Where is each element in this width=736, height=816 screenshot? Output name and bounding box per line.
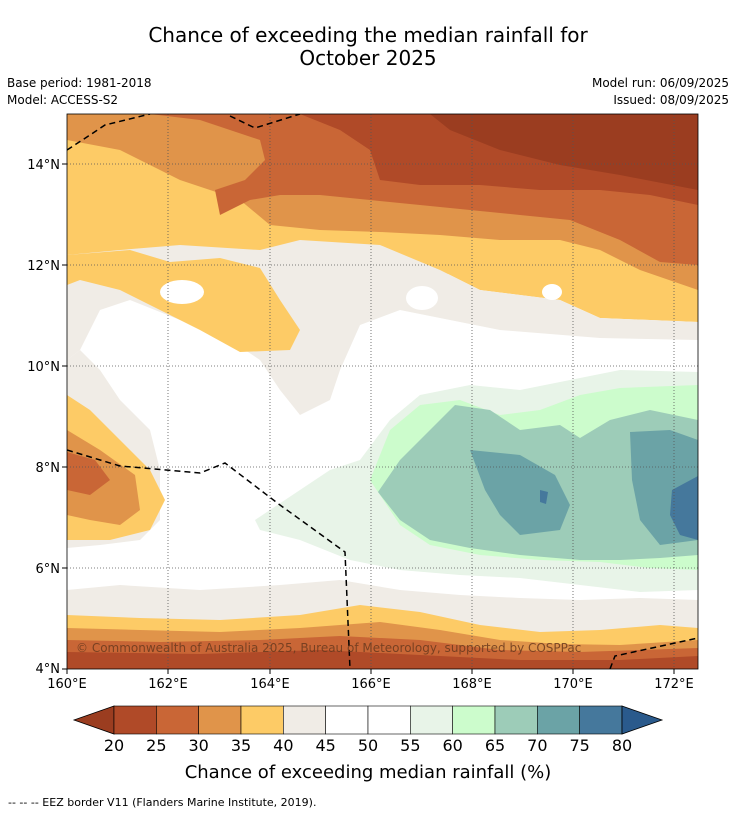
colorbar-swatch [367, 705, 411, 735]
colorbar-swatch [198, 705, 242, 735]
colorbar-swatch [325, 705, 369, 735]
region-75-80 [670, 476, 698, 540]
colorbar-tick: 75 [569, 736, 590, 755]
y-tick-label: 4°N [36, 662, 61, 677]
copyright-notice: © Commonwealth of Australia 2025, Bureau… [76, 641, 582, 655]
map-title-line1: Chance of exceeding the median rainfall … [148, 23, 588, 47]
y-tick-label: 10°N [27, 360, 60, 375]
colorbar-tick: 55 [400, 736, 421, 755]
y-tick-label: 12°N [27, 259, 60, 274]
eez-borders [67, 114, 698, 669]
colorbar-swatch [156, 705, 199, 735]
colorbar [72, 705, 664, 735]
colorbar-swatch [494, 705, 538, 735]
colorbar-swatch [283, 705, 326, 735]
colorbar-tick: 35 [230, 736, 252, 755]
colorbar-swatch [452, 705, 496, 735]
x-tick-label: 170°E [553, 677, 593, 692]
rainfall-map [67, 114, 698, 669]
colorbar-tick: 20 [103, 736, 125, 755]
model-name: Model: ACCESS-S2 [7, 93, 119, 107]
colorbar-swatch [410, 705, 453, 735]
x-tick-label: 160°E [47, 677, 87, 692]
y-tick-label: 8°N [36, 461, 61, 476]
colorbar-swatch [537, 705, 580, 735]
y-tick-label: 14°N [27, 158, 60, 173]
map-frame [66, 113, 699, 670]
band-north-below-20 [430, 114, 698, 190]
y-tick-label: 6°N [36, 562, 61, 577]
colorbar-swatch [579, 705, 623, 735]
colorbar-tick: 30 [188, 736, 209, 755]
axis-ticks [62, 163, 675, 674]
colorbar-arrow-high [621, 705, 664, 735]
colorbar-tick: 70 [527, 736, 548, 755]
eez-legend-note: -- -- -- EEZ border V11 (Flanders Marine… [8, 796, 317, 809]
colorbar-tick: 40 [273, 736, 294, 755]
model-run: Model run: 06/09/2025 [591, 76, 729, 90]
gridlines [67, 114, 698, 669]
band-south-20-25 [67, 650, 698, 669]
white-patch-center [406, 286, 438, 310]
region-75-80-small [540, 490, 548, 504]
x-tick-label: 162°E [148, 677, 188, 692]
colorbar-swatch [240, 705, 284, 735]
west-lobe-25-30 [67, 452, 110, 495]
map-title-line2: October 2025 [299, 46, 437, 70]
colorbar-tick: 25 [146, 736, 167, 755]
colorbar-tick: 45 [315, 736, 336, 755]
issued-date: Issued: 08/09/2025 [613, 93, 729, 107]
region-70-75-central [470, 450, 570, 535]
colorbar-tick: 65 [484, 736, 506, 755]
white-patch-east [542, 284, 562, 300]
colorbar-arrow-low [72, 705, 115, 735]
x-tick-label: 164°E [250, 677, 290, 692]
colorbar-tick: 80 [611, 736, 633, 755]
x-tick-label: 168°E [452, 677, 492, 692]
colorbar-label: Chance of exceeding median rainfall (%) [184, 762, 552, 783]
colorbar-tick: 50 [357, 736, 379, 755]
colorbar-tick: 60 [442, 736, 463, 755]
x-tick-label: 172°E [654, 677, 694, 692]
x-tick-label: 166°E [351, 677, 391, 692]
white-patch-west [160, 280, 204, 304]
colorbar-swatch [113, 705, 157, 735]
base-period: Base period: 1981-2018 [7, 76, 152, 90]
